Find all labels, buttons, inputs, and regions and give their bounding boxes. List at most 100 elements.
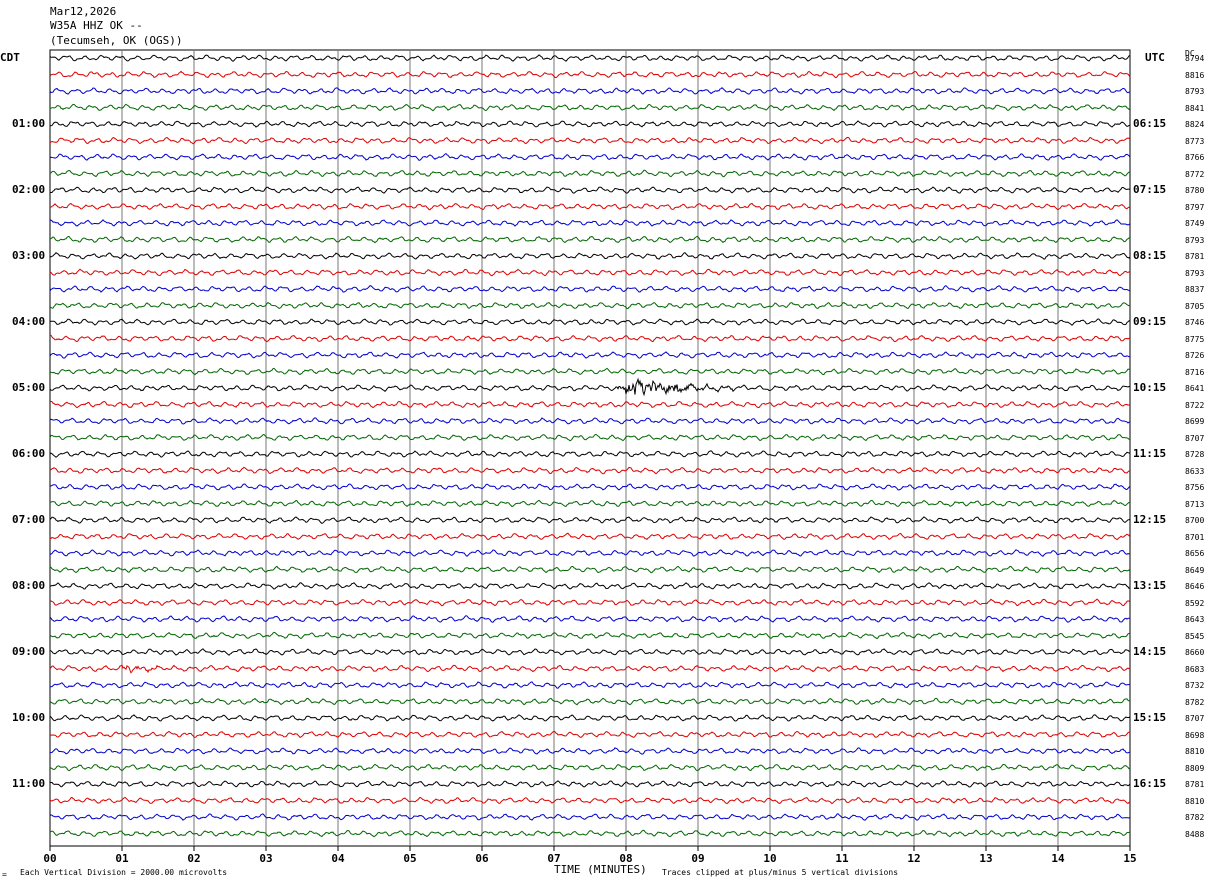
seismic-trace bbox=[49, 87, 1131, 95]
dc-offset-label: 8705 bbox=[1185, 301, 1205, 311]
seismic-trace bbox=[49, 54, 1131, 62]
x-tick-label: 06 bbox=[475, 852, 489, 865]
seismic-trace bbox=[49, 648, 1131, 656]
left-time-label: 09:00 bbox=[12, 645, 46, 658]
x-tick-label: 01 bbox=[115, 852, 129, 865]
seismic-trace bbox=[49, 334, 1131, 343]
left-time-label: 03:00 bbox=[12, 249, 46, 262]
x-tick-label: 07 bbox=[547, 852, 561, 865]
seismic-trace bbox=[49, 169, 1130, 178]
x-tick-label: 08 bbox=[619, 852, 633, 865]
plot-frame bbox=[49, 49, 1131, 847]
seismic-trace bbox=[49, 152, 1131, 161]
location-label: (Tecumseh, OK (OGS)) bbox=[50, 34, 183, 47]
seismic-trace bbox=[49, 714, 1131, 722]
x-tick-label: 09 bbox=[691, 852, 705, 865]
seismic-trace bbox=[49, 400, 1131, 409]
seismic-trace bbox=[50, 120, 1131, 128]
right-time-label: 10:15 bbox=[1133, 381, 1167, 394]
right-time-label: 07:15 bbox=[1133, 183, 1167, 196]
seismic-trace bbox=[49, 565, 1131, 574]
corner-mark: = bbox=[2, 870, 7, 879]
seismic-trace bbox=[49, 136, 1131, 145]
right-time-label: 08:15 bbox=[1133, 249, 1167, 262]
seismic-trace bbox=[49, 747, 1131, 755]
seismic-trace bbox=[49, 466, 1131, 475]
seismic-trace bbox=[49, 268, 1131, 277]
dc-offset-label: 8749 bbox=[1185, 219, 1205, 228]
left-time-label: 10:00 bbox=[12, 711, 46, 724]
seismic-trace bbox=[49, 813, 1131, 821]
seismic-trace bbox=[49, 829, 1130, 838]
seismic-trace bbox=[49, 202, 1131, 211]
x-tick-label: 05 bbox=[403, 852, 417, 865]
seismic-trace bbox=[49, 681, 1131, 689]
seismic-trace bbox=[49, 433, 1131, 442]
left-timezone-label: CDT bbox=[0, 51, 20, 64]
dc-offset-label: 8810 bbox=[1185, 747, 1205, 756]
seismic-trace bbox=[49, 516, 1131, 524]
seismic-trace bbox=[49, 417, 1131, 425]
dc-offset-label: 8816 bbox=[1185, 70, 1205, 80]
x-tick-label: 03 bbox=[259, 852, 273, 865]
dc-offset-label: 8728 bbox=[1185, 450, 1205, 459]
right-time-label: 06:15 bbox=[1133, 117, 1167, 130]
dc-offset-label: 8545 bbox=[1185, 631, 1205, 641]
dc-offset-label: 8766 bbox=[1185, 153, 1205, 162]
dc-offset-label: 8707 bbox=[1185, 714, 1205, 723]
left-time-label: 05:00 bbox=[12, 381, 46, 394]
dc-offset-label: 8773 bbox=[1185, 136, 1205, 146]
date-label: Mar12,2026 bbox=[50, 5, 117, 18]
dc-offset-label: 8701 bbox=[1185, 532, 1205, 542]
dc-offset-label: 8793 bbox=[1185, 268, 1205, 278]
seismic-trace bbox=[49, 532, 1131, 541]
dc-offset-label: 8656 bbox=[1185, 549, 1205, 558]
dc-offset-label: 8782 bbox=[1185, 697, 1205, 707]
x-axis-label: TIME (MINUTES) bbox=[554, 863, 647, 876]
seismic-trace bbox=[49, 483, 1131, 491]
seismic-trace bbox=[49, 103, 1131, 112]
seismic-trace bbox=[49, 301, 1131, 310]
seismic-trace bbox=[49, 318, 1131, 326]
right-time-label: 16:15 bbox=[1133, 777, 1167, 790]
dc-offset-label: 8775 bbox=[1185, 334, 1205, 344]
dc-offset-label: 8797 bbox=[1185, 202, 1205, 212]
dc-offset-label: 8649 bbox=[1185, 565, 1205, 575]
dc-offset-label: 8699 bbox=[1185, 417, 1205, 426]
seismic-trace bbox=[49, 70, 1131, 79]
dc-offset-label: 8641 bbox=[1185, 384, 1205, 393]
x-tick-label: 14 bbox=[1051, 852, 1065, 865]
dc-offset-label: 8781 bbox=[1185, 252, 1205, 261]
dc-offset-label: 8707 bbox=[1185, 433, 1205, 443]
x-tick-label: 11 bbox=[835, 852, 849, 865]
seismic-trace bbox=[49, 549, 1130, 557]
left-time-label: 08:00 bbox=[12, 579, 46, 592]
x-tick-label: 12 bbox=[907, 852, 921, 865]
dc-offset-label: 8722 bbox=[1185, 400, 1205, 410]
dc-offset-label: 8746 bbox=[1185, 318, 1205, 327]
x-tick-label: 10 bbox=[763, 852, 777, 865]
right-time-label: 13:15 bbox=[1133, 579, 1167, 592]
right-time-label: 11:15 bbox=[1133, 447, 1167, 460]
seismic-trace bbox=[49, 499, 1131, 508]
seismic-trace bbox=[49, 285, 1131, 293]
scale-note: Each Vertical Division = 2000.00 microvo… bbox=[20, 868, 228, 877]
dc-offset-label: 8716 bbox=[1185, 367, 1205, 377]
dc-offset-label: 8488 bbox=[1185, 829, 1205, 839]
dc-offset-label: 8794 bbox=[1185, 54, 1205, 63]
dc-offset-label: 8809 bbox=[1185, 763, 1205, 773]
seismic-trace bbox=[49, 367, 1131, 376]
dc-offset-label: 8660 bbox=[1185, 648, 1205, 657]
x-tick-label: 04 bbox=[331, 852, 345, 865]
seismic-trace bbox=[49, 697, 1131, 706]
dc-offset-label: 8646 bbox=[1185, 582, 1205, 591]
seismic-trace bbox=[49, 582, 1131, 590]
dc-offset-label: 8780 bbox=[1185, 186, 1205, 195]
dc-offset-label: 8592 bbox=[1185, 598, 1205, 608]
left-time-label: 01:00 bbox=[12, 117, 46, 130]
dc-offset-label: 8793 bbox=[1185, 235, 1205, 245]
dc-offset-label: 8781 bbox=[1185, 780, 1205, 789]
clip-note: Traces clipped at plus/minus 5 vertical … bbox=[662, 868, 899, 877]
seismic-trace bbox=[49, 780, 1131, 788]
right-time-label: 09:15 bbox=[1133, 315, 1167, 328]
